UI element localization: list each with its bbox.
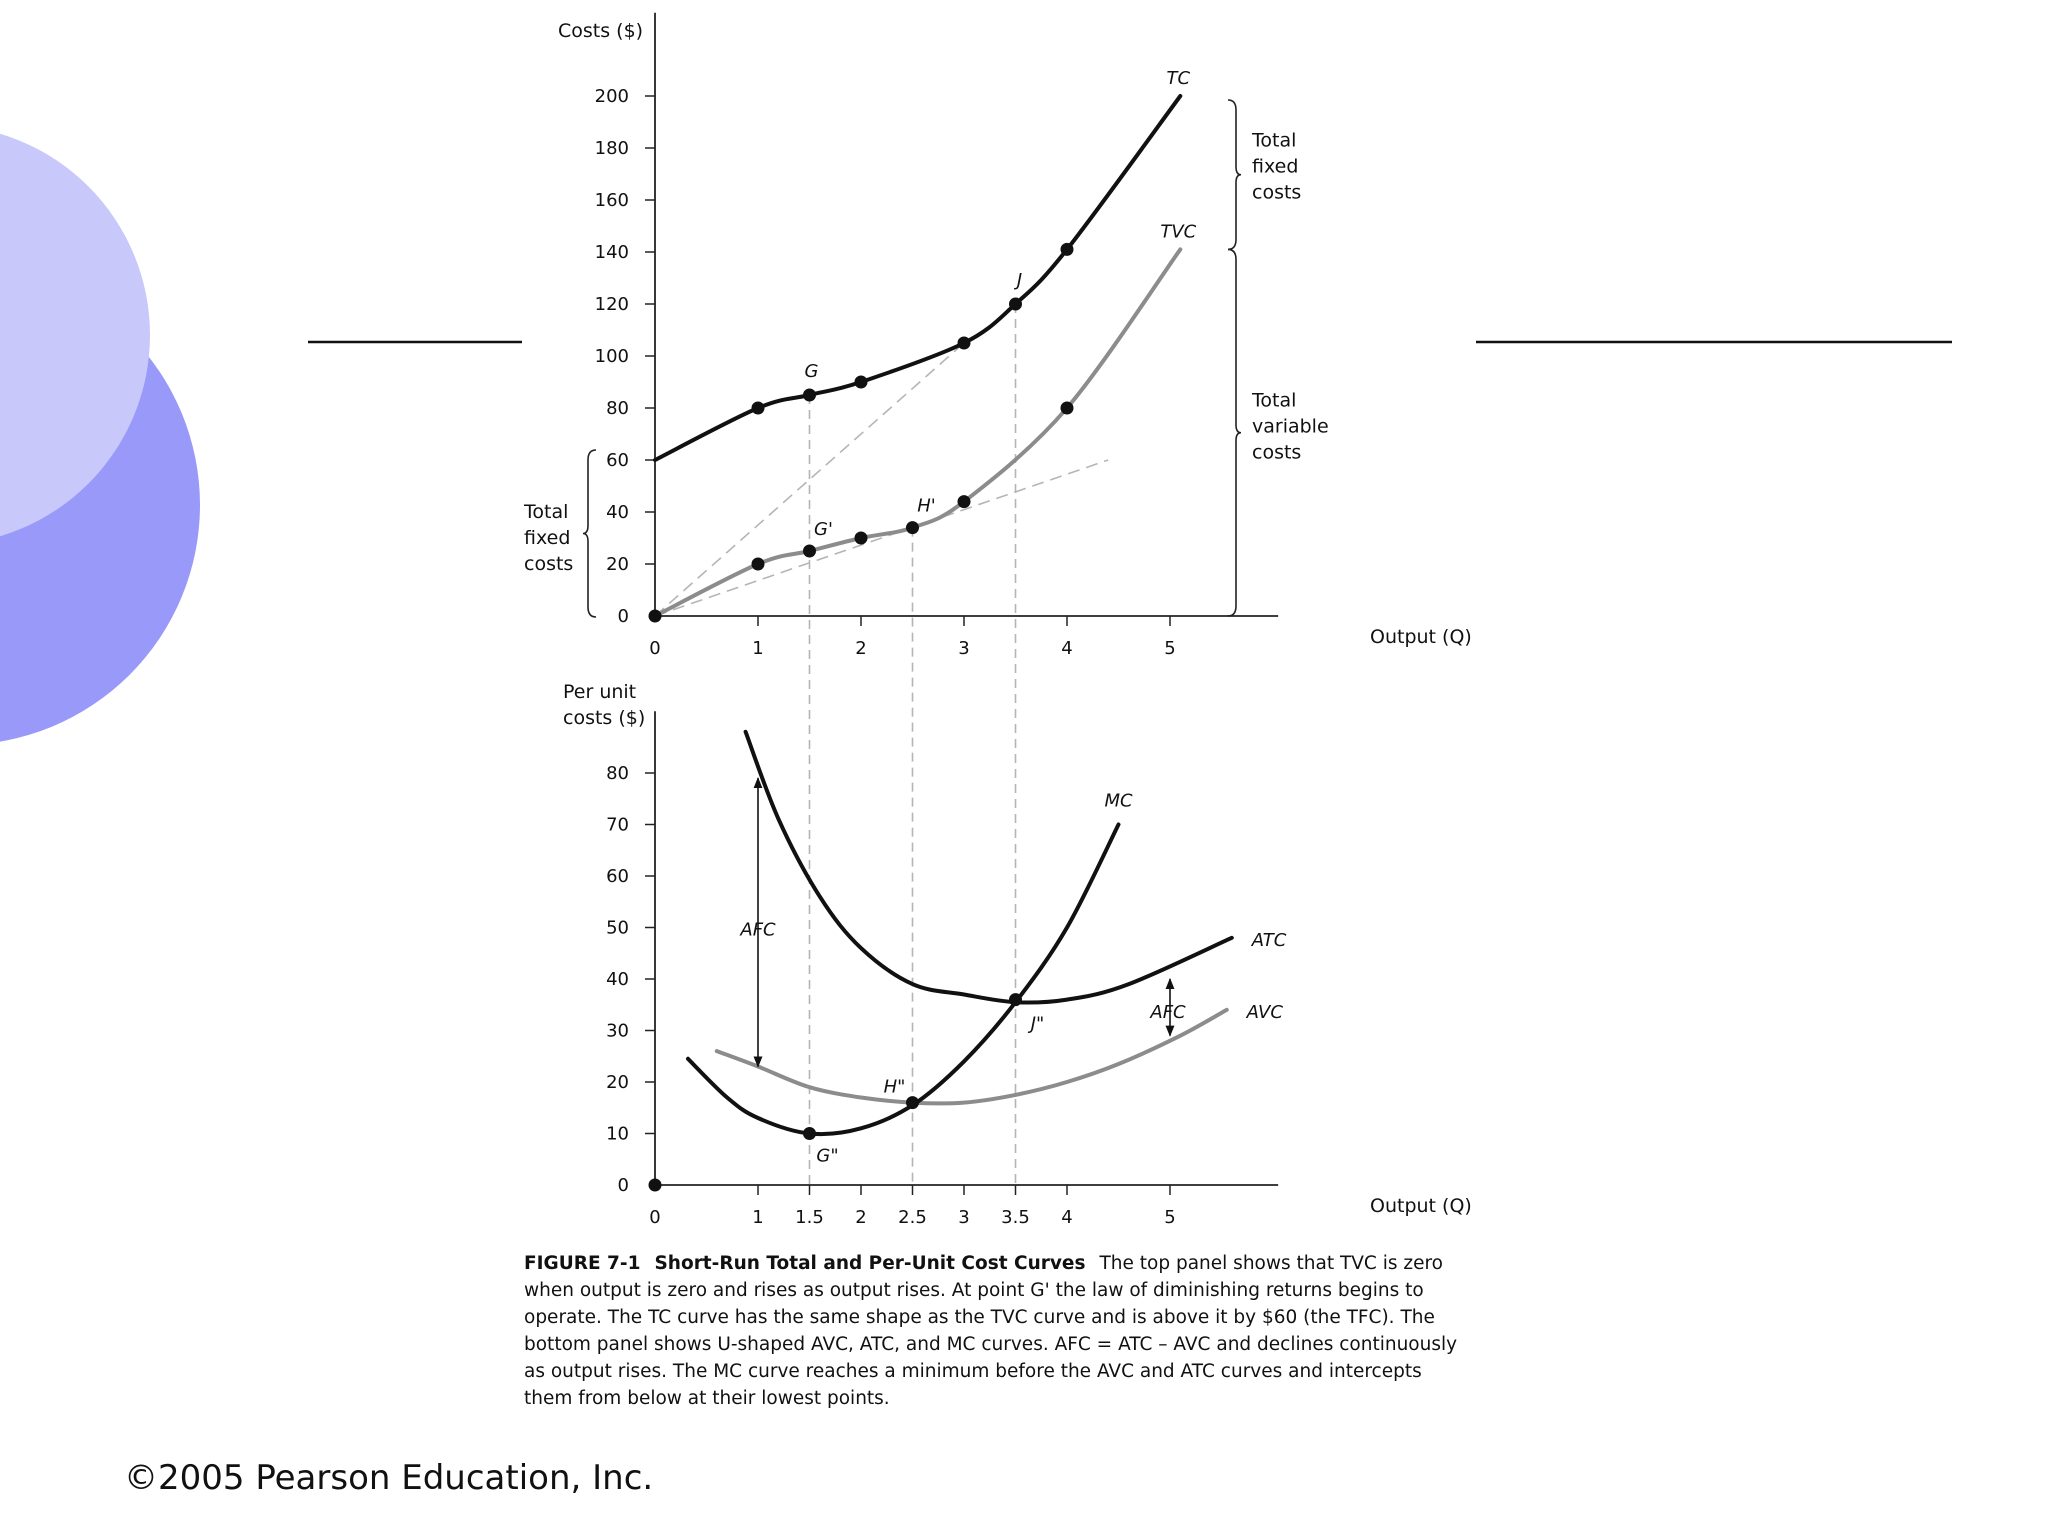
bracket-label-line: costs (1252, 182, 1301, 204)
series-label-atc: ATC (1251, 930, 1287, 951)
data-point-tvc (751, 557, 765, 571)
bottom-y-tick-label: 20 (606, 1072, 629, 1093)
point-label: J" (1028, 1014, 1045, 1035)
bottom-y-tick-label: 70 (606, 815, 629, 836)
top-y-tick-label: 0 (618, 606, 629, 627)
point-label: G (805, 361, 819, 382)
top-y-tick-label: 200 (595, 86, 629, 107)
bottom-x-tick-label: 1.5 (795, 1207, 824, 1228)
data-point-tc (1060, 242, 1074, 256)
data-point-tvc (648, 609, 662, 623)
bottom-y-tick-label: 50 (606, 918, 629, 939)
bottom-y-tick-label: 60 (606, 866, 629, 887)
top-y-tick-label: 140 (595, 242, 629, 263)
series-line-tvc (653, 247, 1183, 618)
top-y-tick-label: 180 (595, 138, 629, 159)
bottom-y-tick-label: 30 (606, 1021, 629, 1042)
series-label-mc: MC (1104, 791, 1133, 812)
bracket-0 (1227, 99, 1242, 251)
top-x-tick-label: 5 (1164, 638, 1175, 659)
data-point-tc (854, 375, 868, 389)
bottom-y-tick-label: 0 (618, 1175, 629, 1196)
series-label-avc: AVC (1246, 1002, 1284, 1023)
figure-caption: FIGURE 7-1 Short-Run Total and Per-Unit C… (524, 1250, 1474, 1412)
data-point-tc (957, 336, 971, 350)
bracket-label-line: Total (523, 501, 568, 523)
top-y-tick-label: 40 (606, 502, 629, 523)
bottom-x-tick-label: 3.5 (1001, 1207, 1030, 1228)
bracket-label-line: Total (1251, 390, 1296, 412)
top-y-tick-label: 100 (595, 346, 629, 367)
figure-title: Short-Run Total and Per-Unit Cost Curves (654, 1253, 1086, 1274)
data-point (1009, 993, 1022, 1007)
bottom-x-tick-label: 1 (752, 1207, 763, 1228)
bottom-y-axis-title: Per unit (563, 681, 636, 703)
bracket-label-line: fixed (524, 527, 570, 549)
bottom-x-tick-label: 5 (1164, 1207, 1175, 1228)
data-point-tc (751, 401, 765, 415)
bottom-x-tick-label: 4 (1061, 1207, 1072, 1228)
data-point (906, 1096, 919, 1110)
bracket-label-line: fixed (1252, 156, 1298, 178)
point-label: G" (816, 1146, 838, 1167)
deco-circle-front (0, 133, 150, 537)
bottom-x-axis-title: Output (Q) (1370, 1195, 1472, 1217)
top-x-tick-label: 2 (855, 638, 866, 659)
afc-label: AFC (1149, 1002, 1186, 1023)
bracket-label-line: costs (1252, 442, 1301, 464)
copyright-notice: ©2005 Pearson Education, Inc. (124, 1458, 654, 1498)
top-y-tick-label: 60 (606, 450, 629, 471)
top-x-tick-label: 4 (1061, 638, 1072, 659)
bottom-y-tick-label: 10 (606, 1124, 629, 1145)
bottom-x-tick-label: 0 (649, 1207, 660, 1228)
bottom-y-axis-title: costs ($) (563, 707, 645, 729)
point-label: J (1014, 270, 1022, 291)
data-point-tvc (906, 521, 919, 535)
bottom-y-tick-label: 80 (606, 763, 629, 784)
bottom-x-tick-label: 2 (855, 1207, 866, 1228)
top-y-tick-label: 20 (606, 554, 629, 575)
data-point-tvc (803, 544, 816, 558)
data-point (803, 1127, 816, 1140)
top-x-axis-title: Output (Q) (1370, 626, 1472, 648)
series-label-tc: TC (1167, 68, 1191, 89)
bracket-label-line: variable (1252, 416, 1329, 438)
bottom-y-tick-label: 40 (606, 969, 629, 990)
data-point-tvc (957, 495, 971, 509)
bracket-1 (1227, 248, 1242, 617)
bracket-2 (582, 449, 597, 618)
bottom-x-tick-label: 2.5 (898, 1207, 927, 1228)
top-x-tick-label: 3 (958, 638, 969, 659)
data-point (648, 1178, 662, 1192)
data-point-tvc (854, 531, 868, 545)
top-x-tick-label: 1 (752, 638, 763, 659)
data-point-tc (1009, 297, 1022, 311)
bracket-label-line: Total (1251, 130, 1296, 152)
point-label: H" (884, 1077, 906, 1098)
series-label-tvc: TVC (1160, 221, 1196, 242)
data-point-tc (803, 388, 816, 402)
top-x-tick-label: 0 (649, 638, 660, 659)
series-line-atc (743, 729, 1234, 1005)
point-label: G' (814, 519, 833, 540)
tangent-ray-1 (654, 459, 1109, 617)
figure-number: FIGURE 7-1 (524, 1253, 641, 1274)
afc-label: AFC (739, 920, 776, 941)
top-y-tick-label: 80 (606, 398, 629, 419)
figure-caption-body: The top panel shows that TVC is zero whe… (524, 1253, 1458, 1409)
top-y-tick-label: 160 (595, 190, 629, 211)
top-y-tick-label: 120 (595, 294, 629, 315)
tangent-ray-0 (654, 342, 965, 617)
point-label: H' (917, 496, 935, 517)
series-line-tc (653, 94, 1183, 462)
top-y-axis-title: Costs ($) (558, 20, 643, 42)
bracket-label-line: costs (524, 553, 573, 575)
data-point-tvc (1060, 401, 1074, 415)
series-line-avc (714, 1007, 1229, 1106)
bottom-x-tick-label: 3 (958, 1207, 969, 1228)
